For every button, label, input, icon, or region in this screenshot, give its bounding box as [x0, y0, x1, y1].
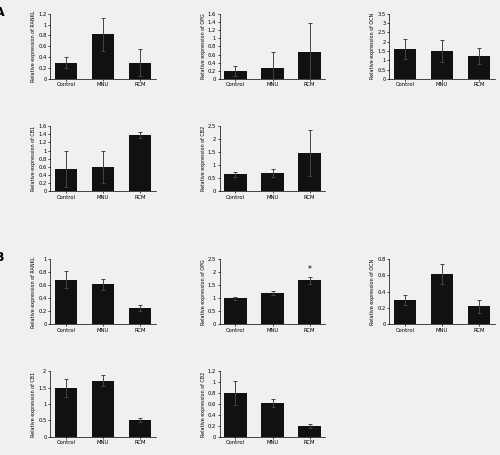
Bar [224, 393, 246, 437]
Text: *: * [308, 265, 312, 274]
Bar [468, 306, 490, 324]
Y-axis label: Relative expression of OCN: Relative expression of OCN [370, 258, 375, 325]
Bar [468, 56, 490, 79]
Bar [224, 174, 246, 192]
Text: A: A [0, 6, 4, 19]
Y-axis label: Relative expression of CB1: Relative expression of CB1 [31, 126, 36, 192]
Y-axis label: Relative expression of OPG: Relative expression of OPG [200, 14, 205, 79]
Bar [431, 51, 453, 79]
Text: B: B [0, 251, 4, 264]
Bar [92, 167, 114, 192]
Bar [298, 52, 320, 79]
Bar [92, 34, 114, 79]
Bar [262, 68, 283, 79]
Bar [55, 63, 77, 79]
Bar [298, 153, 320, 192]
Y-axis label: Relative expression of CB1: Relative expression of CB1 [31, 371, 36, 437]
Bar [129, 63, 151, 79]
Bar [55, 280, 77, 324]
Bar [298, 280, 320, 324]
Bar [262, 293, 283, 324]
Bar [431, 274, 453, 324]
Bar [129, 420, 151, 437]
Y-axis label: Relative expression of CB2: Relative expression of CB2 [200, 126, 205, 192]
Y-axis label: Relative expression of RANKL: Relative expression of RANKL [31, 10, 36, 82]
Bar [55, 169, 77, 192]
Y-axis label: Relative expression of RANKL: Relative expression of RANKL [31, 256, 36, 328]
Y-axis label: Relative expression of OCN: Relative expression of OCN [370, 13, 375, 80]
Bar [224, 298, 246, 324]
Bar [129, 135, 151, 192]
Bar [394, 49, 416, 79]
Y-axis label: Relative expression of CB2: Relative expression of CB2 [200, 371, 205, 437]
Bar [394, 300, 416, 324]
Bar [298, 426, 320, 437]
Y-axis label: Relative expression of OPG: Relative expression of OPG [200, 259, 205, 324]
Bar [92, 284, 114, 324]
Bar [92, 380, 114, 437]
Bar [129, 308, 151, 324]
Bar [224, 71, 246, 79]
Bar [262, 172, 283, 192]
Bar [55, 388, 77, 437]
Bar [262, 403, 283, 437]
